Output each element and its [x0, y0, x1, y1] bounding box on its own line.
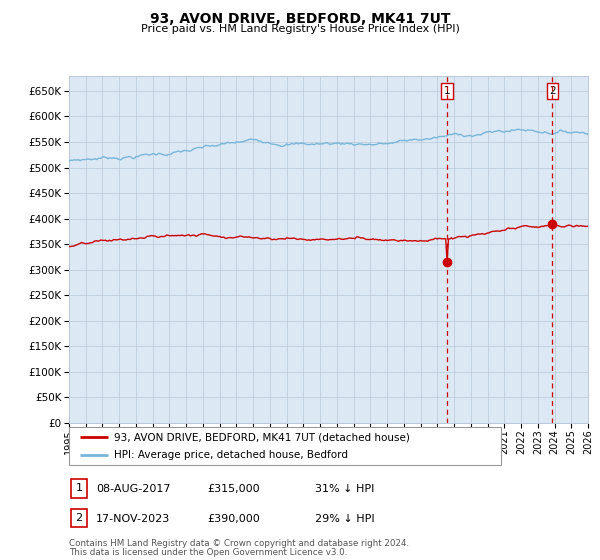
Text: £315,000: £315,000: [207, 484, 260, 494]
Text: 2: 2: [549, 86, 556, 96]
Text: Price paid vs. HM Land Registry's House Price Index (HPI): Price paid vs. HM Land Registry's House …: [140, 24, 460, 34]
FancyBboxPatch shape: [69, 427, 501, 465]
Text: £390,000: £390,000: [207, 514, 260, 524]
Text: 2: 2: [76, 513, 82, 523]
Text: Contains HM Land Registry data © Crown copyright and database right 2024.: Contains HM Land Registry data © Crown c…: [69, 539, 409, 548]
FancyBboxPatch shape: [71, 479, 87, 498]
Text: 93, AVON DRIVE, BEDFORD, MK41 7UT: 93, AVON DRIVE, BEDFORD, MK41 7UT: [150, 12, 450, 26]
Text: 17-NOV-2023: 17-NOV-2023: [96, 514, 170, 524]
Text: 31% ↓ HPI: 31% ↓ HPI: [315, 484, 374, 494]
Text: This data is licensed under the Open Government Licence v3.0.: This data is licensed under the Open Gov…: [69, 548, 347, 557]
Text: 93, AVON DRIVE, BEDFORD, MK41 7UT (detached house): 93, AVON DRIVE, BEDFORD, MK41 7UT (detac…: [115, 432, 410, 442]
Text: 1: 1: [444, 86, 451, 96]
FancyBboxPatch shape: [71, 508, 87, 528]
Text: 1: 1: [76, 483, 82, 493]
Text: HPI: Average price, detached house, Bedford: HPI: Average price, detached house, Bedf…: [115, 450, 349, 460]
Text: 08-AUG-2017: 08-AUG-2017: [96, 484, 170, 494]
Text: 29% ↓ HPI: 29% ↓ HPI: [315, 514, 374, 524]
